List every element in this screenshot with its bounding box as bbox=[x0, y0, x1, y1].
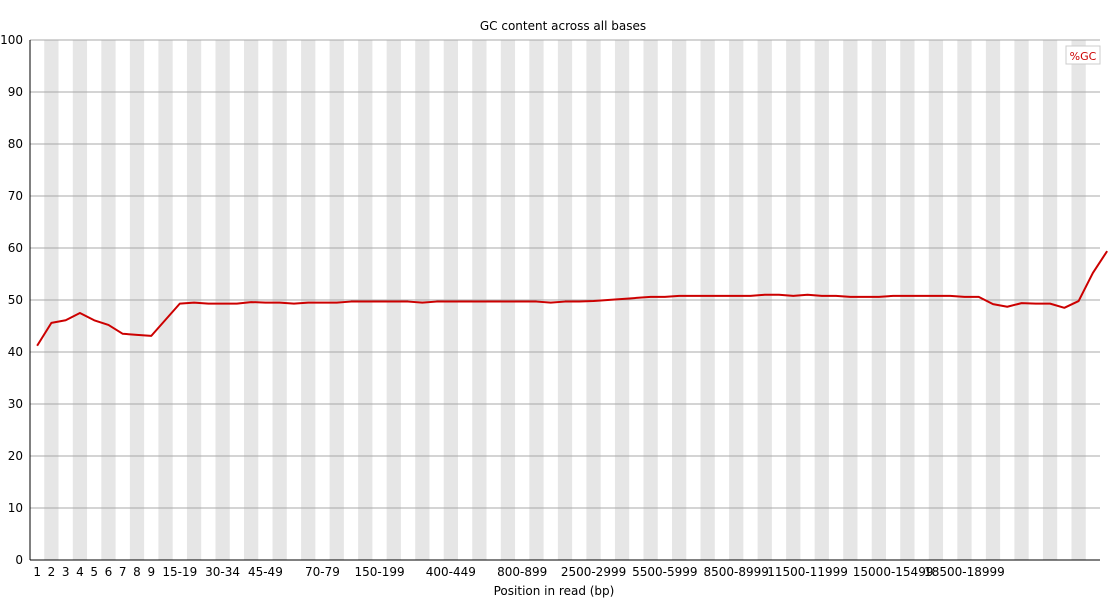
gridlines bbox=[30, 39, 1100, 561]
x-tick-label: 30-34 bbox=[205, 565, 240, 579]
x-tick-label: 7 bbox=[119, 565, 127, 579]
chart-title: GC content across all bases bbox=[480, 19, 646, 33]
y-tick-label: 30 bbox=[8, 397, 23, 411]
x-tick-label: 3 bbox=[62, 565, 70, 579]
y-tick-label: 60 bbox=[8, 241, 23, 255]
x-tick-label: 1 bbox=[33, 565, 41, 579]
legend-box bbox=[1065, 45, 1101, 65]
x-tick-label: 8 bbox=[133, 565, 141, 579]
x-tick-label: 400-449 bbox=[426, 565, 476, 579]
x-axis-ticks: 1 2 3 4 5 6 7 8 9 15-19 30-34 45-49 70-79 150-199 400-… bbox=[33, 565, 1004, 579]
x-tick-label: 4 bbox=[76, 565, 84, 579]
x-tick-label: 150-199 bbox=[354, 565, 404, 579]
x-tick-label: 18500-18999 bbox=[924, 565, 1005, 579]
y-tick-label: 0 bbox=[15, 553, 23, 567]
series-line-gc bbox=[36, 250, 1108, 347]
y-tick-label: 90 bbox=[8, 85, 23, 99]
x-tick-label: 15000-15499 bbox=[853, 565, 934, 579]
y-tick-label: 50 bbox=[8, 293, 23, 307]
x-tick-label: 8500-8999 bbox=[703, 565, 768, 579]
x-axis-label: Position in read (bp) bbox=[494, 584, 615, 598]
x-tick-label: 5500-5999 bbox=[632, 565, 697, 579]
legend: %GC bbox=[1065, 45, 1101, 65]
x-tick-label: 5 bbox=[90, 565, 98, 579]
y-tick-label: 100 bbox=[0, 33, 23, 47]
x-tick-label: 9 bbox=[147, 565, 155, 579]
y-tick-label: 70 bbox=[8, 189, 23, 203]
x-tick-label: 11500-11999 bbox=[767, 565, 848, 579]
y-tick-label: 20 bbox=[8, 449, 23, 463]
x-tick-label: 2500-2999 bbox=[561, 565, 626, 579]
y-axis-ticks: 0 10 20 30 40 50 60 70 80 90 100 bbox=[0, 33, 23, 567]
legend-entry-gc: %GC bbox=[1070, 50, 1097, 63]
x-tick-label: 45-49 bbox=[248, 565, 283, 579]
x-tick-label: 6 bbox=[105, 565, 113, 579]
x-tick-label: 800-899 bbox=[497, 565, 547, 579]
y-tick-label: 40 bbox=[8, 345, 23, 359]
x-tick-label: 2 bbox=[48, 565, 56, 579]
series-layer bbox=[36, 250, 1108, 347]
y-tick-label: 10 bbox=[8, 501, 23, 515]
x-tick-label: 70-79 bbox=[305, 565, 340, 579]
y-tick-label: 80 bbox=[8, 137, 23, 151]
x-tick-label: 15-19 bbox=[162, 565, 197, 579]
